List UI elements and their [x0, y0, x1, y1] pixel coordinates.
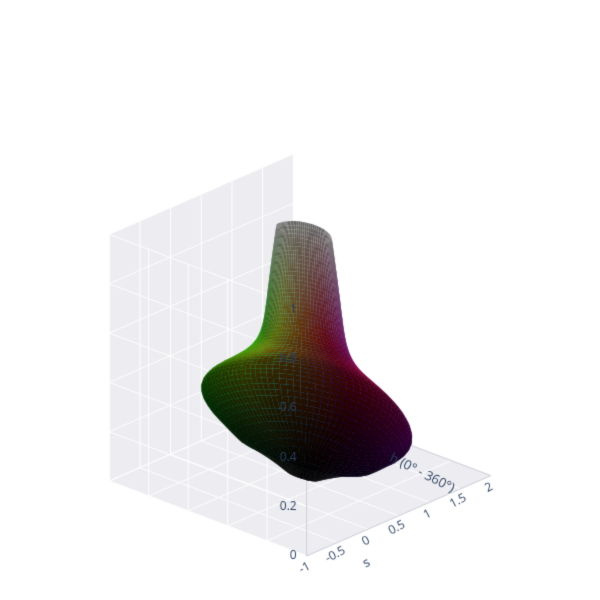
chart-3d-scene	[0, 0, 600, 600]
chart-canvas	[0, 0, 600, 600]
